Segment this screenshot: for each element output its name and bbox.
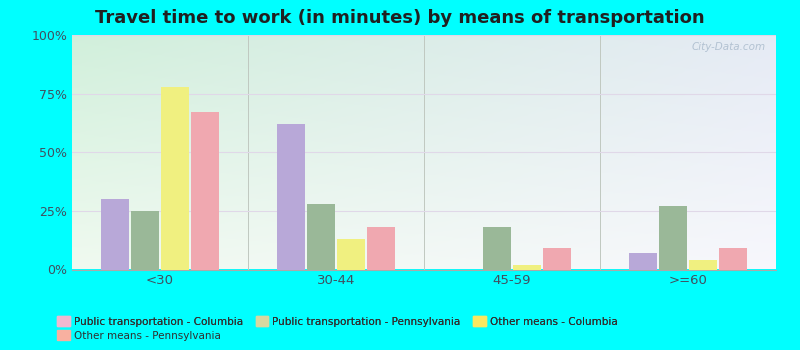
Bar (630, 253, 657, 270)
Bar (483, 227, 511, 270)
Bar (689, 260, 717, 270)
Legend: Public transportation - Columbia, Public transportation - Pennsylvania, Other me: Public transportation - Columbia, Public… (54, 312, 622, 331)
Bar (513, 265, 541, 270)
Bar (367, 227, 394, 270)
Legend: Other means - Pennsylvania: Other means - Pennsylvania (54, 326, 225, 345)
Bar (161, 86, 189, 270)
Bar (543, 248, 570, 270)
Text: City-Data.com: City-Data.com (691, 42, 766, 52)
Bar (131, 211, 159, 270)
Bar (191, 112, 218, 270)
Bar (337, 239, 365, 270)
Text: Travel time to work (in minutes) by means of transportation: Travel time to work (in minutes) by mean… (95, 9, 705, 27)
Bar (719, 248, 746, 270)
Bar (102, 199, 129, 270)
Bar (278, 124, 305, 270)
Bar (659, 206, 687, 270)
Bar (307, 204, 335, 270)
